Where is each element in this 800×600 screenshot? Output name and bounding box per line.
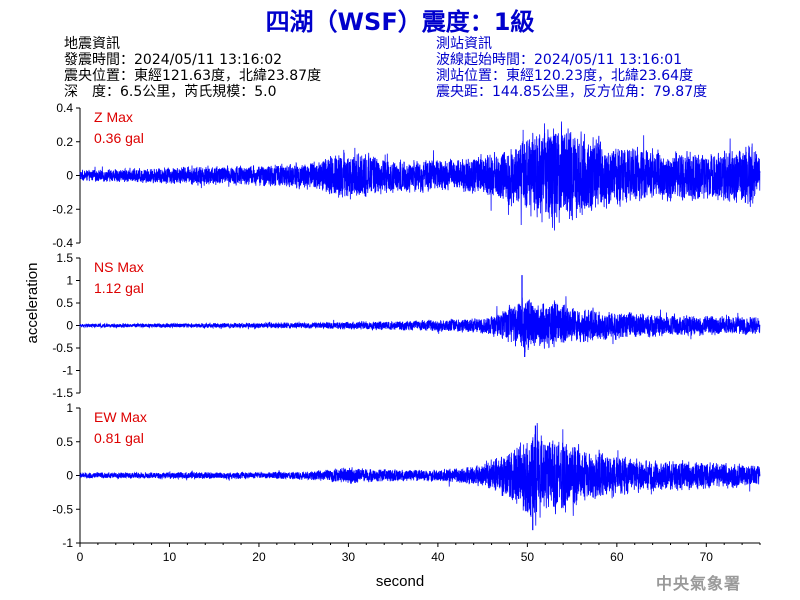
event-info: 地震資訊 發震時間：2024/05/11 13:16:02 震央位置：東經121… — [64, 36, 321, 100]
x-axis-label: second — [376, 573, 424, 590]
chart-title: 四湖（WSF）震度：1級 — [265, 8, 535, 36]
origin-time: 發震時間：2024/05/11 13:16:02 — [64, 52, 283, 68]
y-tick-label-ns: -1.5 — [52, 386, 73, 400]
y-tick-label-ew: 0.5 — [56, 435, 73, 449]
y-axis-label: acceleration — [24, 263, 41, 344]
y-tick-label-ns: 0.5 — [56, 296, 73, 310]
depth-magnitude: 深 度：6.5公里，芮氏規模：5.0 — [64, 84, 277, 100]
epicenter-location: 震央位置：東經121.63度，北緯23.87度 — [64, 68, 322, 84]
waveform-trace-ns — [79, 296, 761, 353]
max-label-z: Z Max — [94, 109, 133, 125]
x-tick-label: 50 — [521, 550, 535, 564]
y-tick-label-ew: -1 — [62, 536, 73, 550]
waveform-trace-z — [79, 121, 761, 231]
y-tick-label-z: 0 — [66, 169, 73, 183]
x-tick-label: 40 — [431, 550, 445, 564]
y-tick-label-z: 0.4 — [56, 101, 73, 115]
station-info: 測站資訊 波線起始時間：2024/05/11 13:16:01 測站位置：東經1… — [436, 36, 707, 100]
y-tick-label-z: -0.2 — [52, 202, 73, 216]
watermark-logo: 中央氣象署 — [656, 574, 742, 593]
y-tick-label-ns: 1.5 — [56, 251, 73, 265]
max-label-ns: NS Max — [94, 259, 144, 275]
event-info-heading: 地震資訊 — [64, 36, 120, 52]
station-info-heading: 測站資訊 — [436, 36, 492, 52]
waveform-trace-ew — [79, 422, 761, 526]
y-tick-label-ns: -1 — [62, 364, 73, 378]
y-tick-label-ns: -0.5 — [52, 341, 73, 355]
x-tick-label: 10 — [163, 550, 177, 564]
max-value-z: 0.36 gal — [94, 130, 144, 146]
x-tick-label: 0 — [77, 550, 84, 564]
x-tick-label: 30 — [342, 550, 356, 564]
y-tick-label-ns: 1 — [66, 274, 73, 288]
y-tick-label-ns: 0 — [66, 319, 73, 333]
x-tick-label: 20 — [252, 550, 266, 564]
y-tick-label-ew: -0.5 — [52, 502, 73, 516]
y-tick-label-ew: 1 — [66, 401, 73, 415]
epicentral-distance: 震央距：144.85公里，反方位角：79.87度 — [436, 84, 708, 100]
max-label-ew: EW Max — [94, 409, 147, 425]
station-location: 測站位置：東經120.23度，北緯23.64度 — [436, 68, 694, 84]
y-tick-label-z: 0.2 — [56, 135, 73, 149]
wave-start-time: 波線起始時間：2024/05/11 13:16:01 — [436, 52, 683, 68]
max-value-ns: 1.12 gal — [94, 280, 144, 296]
y-tick-label-ew: 0 — [66, 469, 73, 483]
max-value-ew: 0.81 gal — [94, 430, 144, 446]
y-tick-label-z: -0.4 — [52, 236, 73, 250]
x-tick-label: 60 — [610, 550, 624, 564]
x-tick-label: 70 — [700, 550, 714, 564]
